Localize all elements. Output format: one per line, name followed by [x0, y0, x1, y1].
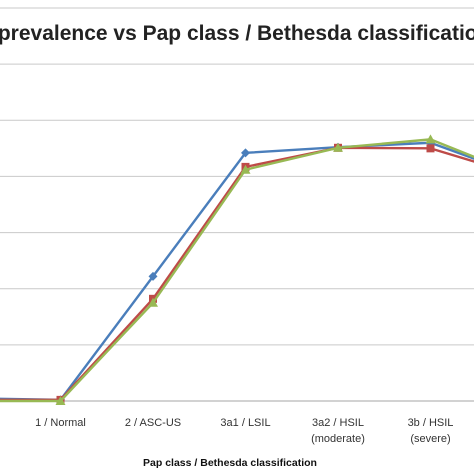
data-point: [241, 148, 250, 158]
x-tick-labels: 1 / Normal 2 / ASC-US 3a1 / LSIL 3a2 / HSIL…: [35, 417, 454, 445]
data-point: [240, 164, 251, 174]
x-tick-label: 2 / ASC-US: [125, 417, 181, 429]
data-point: [333, 142, 343, 152]
x-tick-label: 3a1 / LSIL: [220, 417, 270, 429]
data-point: [55, 396, 66, 405]
data-point: [148, 271, 158, 281]
x-tick-label: 3a2 / HSIL: [312, 417, 364, 429]
x-axis-label: Pap class / Bethesda classification: [143, 457, 317, 469]
data-point: [425, 134, 436, 144]
x-tick-label: (severe): [410, 433, 450, 445]
series-3: [0, 134, 474, 405]
series-line: [0, 146, 474, 402]
gridlines: [0, 7, 474, 402]
data-point: [426, 144, 435, 153]
data-point: [148, 297, 158, 307]
x-tick-label: 1 / Normal: [35, 417, 86, 429]
series-group: [0, 134, 474, 405]
chart-title: V prevalence vs Pap class / Bethesda cla…: [0, 22, 474, 45]
x-tick-label: (moderate): [311, 433, 365, 445]
x-tick-label: 3b / HSIL: [408, 417, 454, 429]
